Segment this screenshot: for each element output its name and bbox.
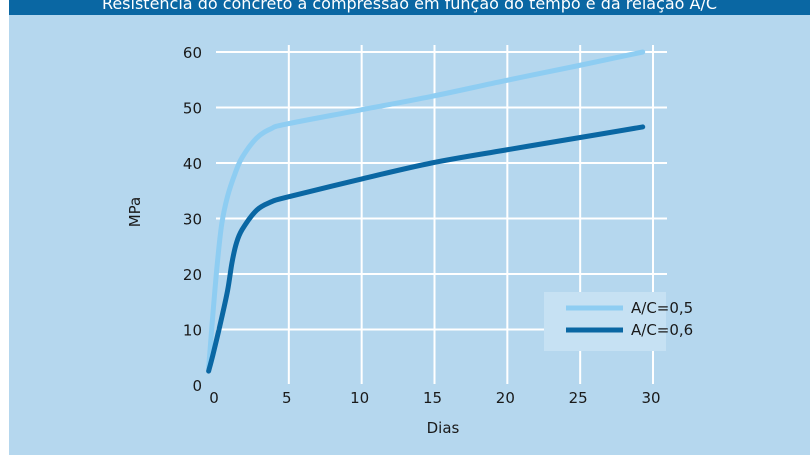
y-axis-ticks: 0 10 20 30 40 50 60 — [183, 44, 202, 395]
y-axis-label: MPa — [126, 197, 144, 228]
series-line-1 — [206, 49, 646, 371]
header-bar: Resistência do concreto à compressão em … — [9, 0, 810, 15]
x-tick-label: 30 — [641, 389, 660, 407]
chart-panel: Resistência do concreto à compressão em … — [9, 0, 810, 455]
y-tick-label: 30 — [183, 211, 202, 229]
series-line-2 — [206, 124, 646, 374]
y-tick-label: 60 — [183, 44, 202, 62]
x-tick-label: 15 — [423, 389, 442, 407]
x-tick-label: 0 — [209, 389, 219, 407]
y-tick-label: 40 — [183, 155, 202, 173]
x-axis-label: Dias — [427, 419, 460, 437]
y-tick-label: 20 — [183, 266, 202, 284]
legend-label: A/C=0,5 — [631, 299, 693, 317]
header-title: Resistência do concreto à compressão em … — [101, 0, 718, 13]
x-tick-label: 5 — [282, 389, 292, 407]
y-tick-label: 50 — [183, 100, 202, 118]
x-tick-label: 10 — [350, 389, 369, 407]
legend-entries: A/C=0,5 A/C=0,6 — [566, 299, 693, 339]
x-tick-label: 25 — [569, 389, 588, 407]
x-axis-ticks: 0 5 10 15 20 25 30 — [209, 389, 660, 407]
series-lines — [206, 49, 646, 374]
y-tick-label: 10 — [183, 322, 202, 340]
x-tick-label: 20 — [496, 389, 515, 407]
legend-label: A/C=0,6 — [631, 321, 693, 339]
y-tick-label: 0 — [192, 377, 202, 395]
legend — [544, 292, 666, 351]
grid — [216, 45, 667, 384]
